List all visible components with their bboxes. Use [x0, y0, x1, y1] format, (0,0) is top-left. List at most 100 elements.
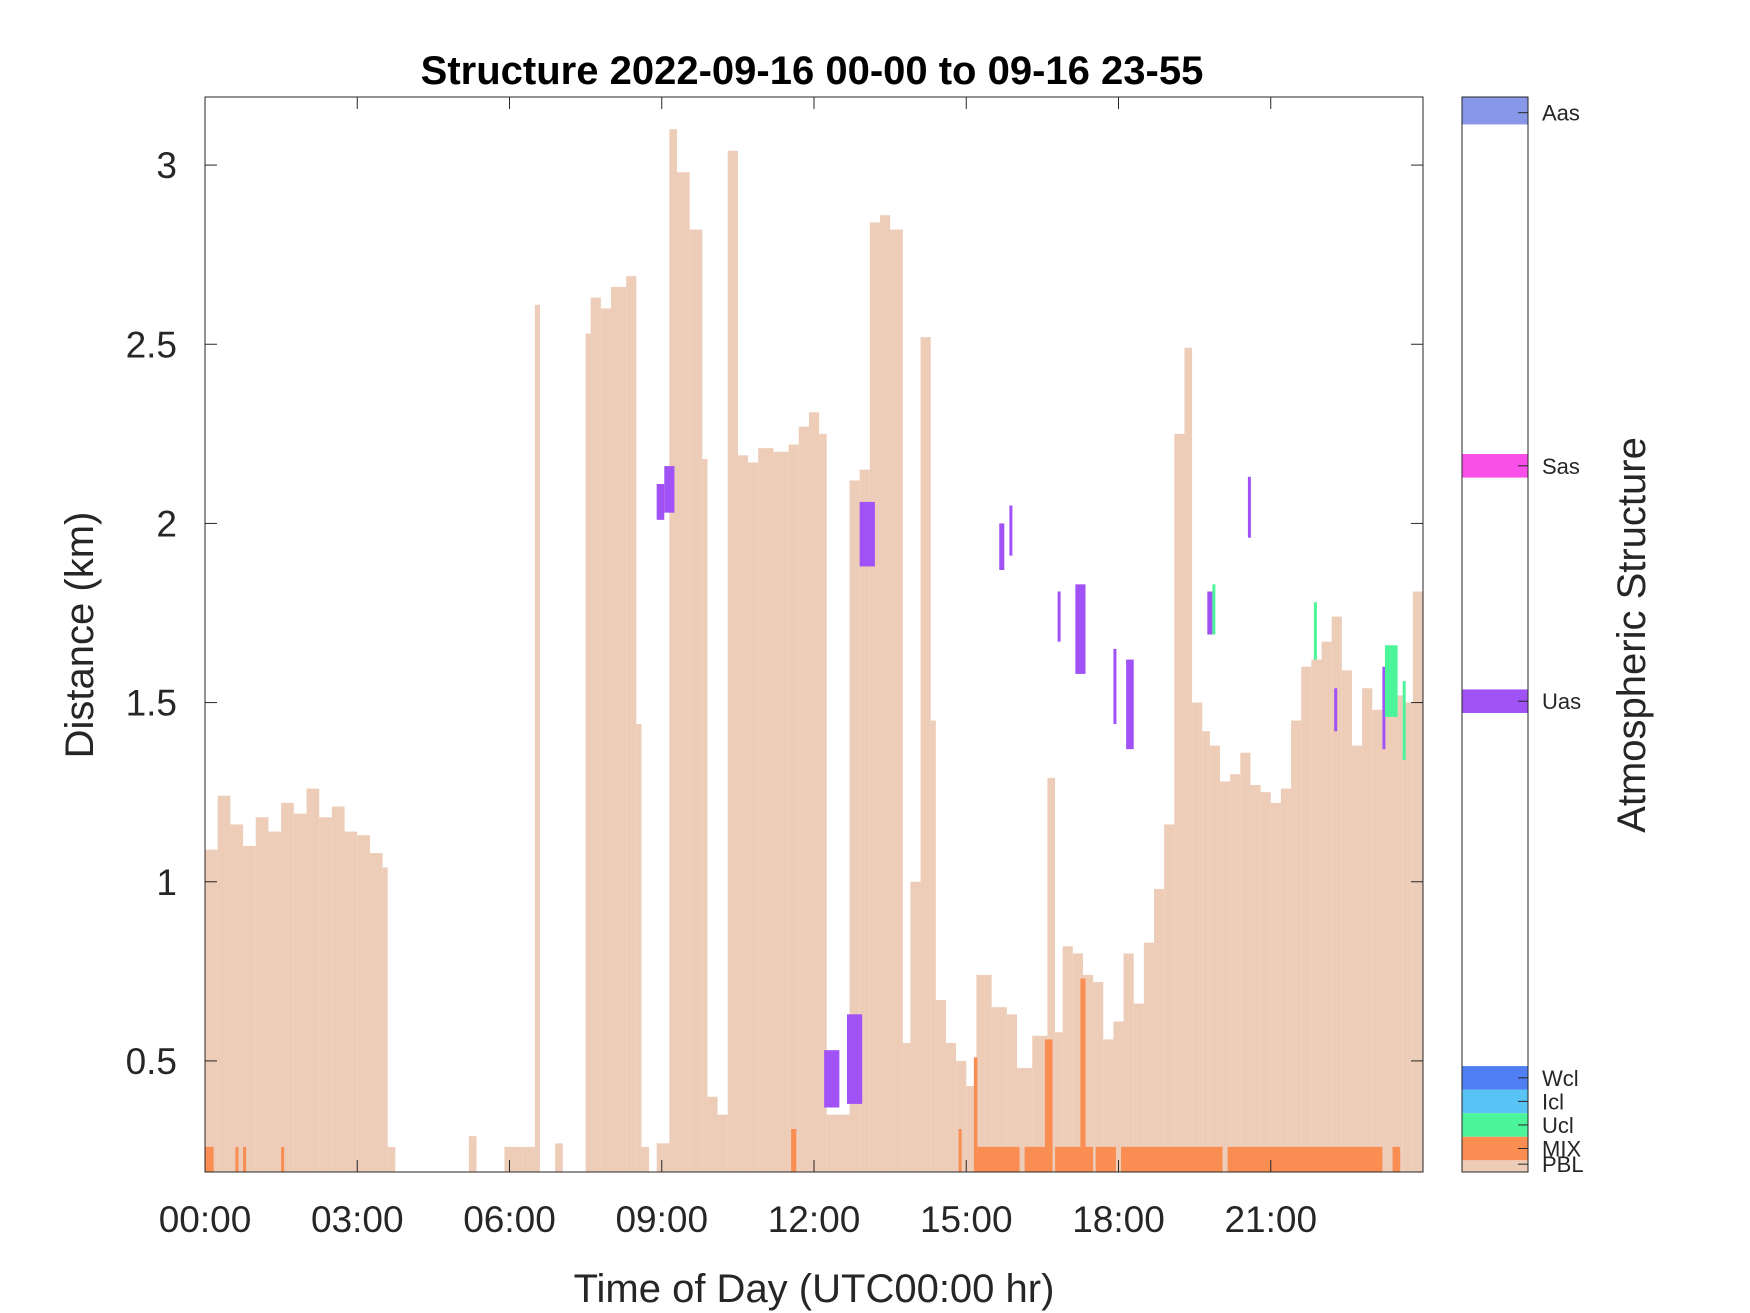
colorbar-swatch-aas [1462, 97, 1528, 125]
pbl-bar [1093, 982, 1104, 1172]
colorbar-swatch-uas [1462, 689, 1528, 713]
pbl-bar [956, 1060, 967, 1172]
mix-bar [1392, 1146, 1401, 1172]
pbl-bar [798, 426, 809, 1173]
pbl-bar [1291, 720, 1302, 1172]
pbl-bar [534, 304, 540, 1172]
pbl-bar [920, 337, 931, 1172]
pbl-bar [1301, 666, 1312, 1172]
pbl-bar [1382, 681, 1393, 1172]
pbl-bar [1143, 942, 1155, 1172]
mix-bar [973, 1057, 978, 1172]
x-tick-label: 18:00 [1072, 1199, 1165, 1240]
pbl-bar [849, 480, 860, 1173]
pbl-bar [773, 451, 789, 1172]
pbl-bar [930, 720, 936, 1172]
pbl-bar [1184, 347, 1193, 1172]
colorbar-tick-label: Uas [1542, 689, 1581, 714]
colorbar-swatch-ucl [1462, 1113, 1528, 1137]
pbl-bar [727, 150, 738, 1172]
colorbar-swatch-mix [1462, 1136, 1528, 1161]
uas-block [1207, 591, 1213, 635]
pbl-bar [504, 1146, 523, 1172]
pbl-bar [910, 881, 921, 1172]
ucl-layer [1212, 584, 1406, 760]
pbl-bar [1113, 1021, 1124, 1172]
colorbar-frame [1461, 96, 1529, 1173]
colorbar-swatch-sas [1462, 454, 1528, 478]
uas-block [1057, 591, 1061, 642]
pbl-bar [255, 817, 269, 1172]
pbl-bar [748, 462, 759, 1172]
pbl-bar [1220, 781, 1231, 1172]
pbl-bar [468, 1136, 477, 1172]
pbl-bar [1192, 702, 1203, 1172]
pbl-bar [1351, 745, 1363, 1172]
mix-bar [1227, 1146, 1383, 1172]
pbl-bar [976, 974, 992, 1172]
colorbar-tick-label: Aas [1542, 101, 1580, 126]
x-tick-label: 06:00 [463, 1199, 556, 1240]
y-tick-label: 2.5 [126, 324, 177, 365]
pbl-bar [1392, 695, 1403, 1172]
uas-block [1113, 648, 1117, 725]
y-tick-label: 2 [156, 503, 177, 544]
pbl-bar [205, 849, 218, 1172]
pbl-bar [1123, 953, 1134, 1172]
pbl-bar [859, 469, 870, 1173]
ucl-block [1313, 602, 1317, 660]
mix-bar [235, 1146, 239, 1172]
pbl-bar [879, 215, 891, 1172]
pbl-layer [205, 129, 1423, 1173]
pbl-bar [522, 1146, 535, 1172]
pbl-bar [585, 333, 591, 1172]
pbl-bar [935, 1000, 946, 1172]
uas-block [1126, 659, 1134, 750]
uas-block [846, 1014, 863, 1104]
pbl-bar [1017, 1068, 1033, 1172]
uas-block [656, 484, 665, 520]
pbl-bar [737, 455, 749, 1172]
uas-block [1382, 666, 1386, 750]
pbl-bar [1082, 974, 1094, 1172]
pbl-bar [689, 229, 703, 1173]
pbl-bar [669, 129, 677, 1172]
pbl-bar [1133, 1003, 1144, 1172]
colorbar-tick-label: PBL [1542, 1152, 1584, 1177]
x-axis-label: Time of Day (UTC00:00 hr) [574, 1267, 1055, 1311]
uas-block [1075, 584, 1086, 674]
pbl-bar [1055, 1032, 1063, 1172]
pbl-bar [1032, 1035, 1048, 1172]
pbl-bar [1240, 752, 1251, 1172]
mix-bar [243, 1146, 247, 1172]
pbl-bar [788, 444, 799, 1172]
x-tick-label: 21:00 [1224, 1199, 1317, 1240]
pbl-bar [357, 835, 370, 1172]
mix-bar [281, 1146, 285, 1172]
x-axis-ticks: 00:00 03:00 06:00 09:00 12:00 15:00 18:00 21:00 [159, 97, 1317, 1240]
colorbar-tick-label: Ucl [1542, 1113, 1574, 1138]
pbl-bar [555, 1143, 563, 1172]
uas-block [824, 1050, 840, 1108]
uas-block [664, 466, 675, 513]
colorbar-tick-label: Sas [1542, 454, 1580, 479]
pbl-bar [217, 795, 231, 1172]
pbl-bar [902, 1043, 911, 1172]
pbl-bar [626, 276, 637, 1173]
mix-bar [1044, 1039, 1053, 1172]
ucl-block [1212, 584, 1216, 635]
colorbar-swatch-pbl [1462, 1160, 1528, 1172]
colorbar-tick-label: Wcl [1542, 1066, 1579, 1091]
pbl-bar [230, 824, 244, 1172]
y-axis-label: Distance (km) [58, 512, 102, 759]
pbl-bar [1202, 731, 1210, 1172]
pbl-bar [1402, 702, 1413, 1172]
pbl-bar [1331, 616, 1342, 1172]
pbl-bar [1372, 709, 1383, 1172]
pbl-bar [268, 831, 282, 1172]
pbl-bar [991, 1007, 1007, 1172]
chart-title: Structure 2022-09-16 00-00 to 09-16 23-5… [421, 49, 1204, 93]
pbl-bar [293, 813, 307, 1172]
